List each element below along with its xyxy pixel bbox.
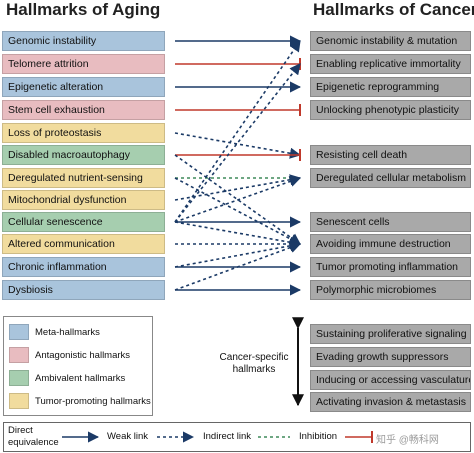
cancer-specific-box: Activating invasion & metastasis xyxy=(310,392,471,412)
legend-swatch xyxy=(9,324,29,340)
legend-label: Ambivalent hallmarks xyxy=(35,372,126,384)
legend-swatch xyxy=(9,370,29,386)
cancer-specific-box: Sustaining proliferative signaling xyxy=(310,324,471,344)
aging-hallmark-box: Mitochondrial dysfunction xyxy=(2,190,165,210)
link-weak xyxy=(174,40,301,223)
legend-label: Antagonistic hallmarks xyxy=(35,349,131,361)
legend-item: Tumor-promoting hallmarks xyxy=(9,392,151,410)
aging-hallmark-box: Deregulated nutrient-sensing xyxy=(2,168,165,188)
cancer-hallmark-box: Tumor promoting inflammation xyxy=(310,257,471,277)
watermark: 知乎 @畅科网 xyxy=(376,435,439,446)
cancer-hallmark-box: Enabling replicative immortality xyxy=(310,54,471,74)
aging-hallmark-box: Cellular senescence xyxy=(2,212,165,232)
aging-hallmark-box: Dysbiosis xyxy=(2,280,165,300)
cancer-hallmark-box: Deregulated cellular metabolism xyxy=(310,168,471,188)
legend-swatch xyxy=(9,393,29,409)
aging-hallmark-box: Loss of proteostasis xyxy=(2,123,165,143)
cancer-hallmark-box: Polymorphic microbiomes xyxy=(310,280,471,300)
legend-item: Antagonistic hallmarks xyxy=(9,346,130,364)
cancer-hallmark-box: Senescent cells xyxy=(310,212,471,232)
legend-label: Meta-hallmarks xyxy=(35,326,100,338)
legend-inhibition-label: Inhibition xyxy=(299,431,338,442)
aging-title: Hallmarks of Aging xyxy=(6,0,161,19)
aging-hallmark-box: Telomere attrition xyxy=(2,54,165,74)
link-weak xyxy=(174,132,302,159)
cancer-hallmark-box: Epigenetic reprogramming xyxy=(310,77,471,97)
legend-item: Meta-hallmarks xyxy=(9,323,100,341)
legend-direct-label-1: Direct xyxy=(8,425,33,436)
link-weak xyxy=(174,154,301,245)
cancer-title: Hallmarks of Cancer xyxy=(313,0,474,19)
cancer-hallmark-box: Resisting cell death xyxy=(310,145,471,165)
legend-label: Tumor-promoting hallmarks xyxy=(35,395,151,407)
cancer-specific-box: Inducing or accessing vasculature xyxy=(310,370,471,390)
cancer-hallmark-box: Avoiding immune destruction xyxy=(310,234,471,254)
link-weak xyxy=(174,174,302,201)
legend-swatch xyxy=(9,347,29,363)
aging-hallmark-box: Genomic instability xyxy=(2,31,165,51)
legend-item: Ambivalent hallmarks xyxy=(9,369,125,387)
aging-hallmark-box: Epigenetic alteration xyxy=(2,77,165,97)
link-weak xyxy=(174,177,301,245)
link-weak xyxy=(174,242,302,291)
link-weak xyxy=(174,176,302,223)
aging-hallmark-box: Stem cell exhaustion xyxy=(2,100,165,120)
cancer-hallmark-box: Genomic instability & mutation xyxy=(310,31,471,51)
link-weak xyxy=(174,221,302,248)
legend-direct-label-2: equivalence xyxy=(8,437,59,448)
cancer-specific-label: Cancer-specific hallmarks xyxy=(219,352,289,375)
cancer-hallmark-box: Unlocking phenotypic plasticity xyxy=(310,100,471,120)
category-legend: Meta-hallmarks Antagonistic hallmarks Ambi… xyxy=(3,316,153,416)
aging-hallmark-box: Disabled macroautophagy xyxy=(2,145,165,165)
legend-indirect-label: Indirect link xyxy=(203,431,252,442)
link-weak xyxy=(174,240,302,268)
cancer-specific-box: Evading growth suppressors xyxy=(310,347,471,367)
legend-weak-label: Weak link xyxy=(107,431,149,442)
aging-hallmark-box: Chronic inflammation xyxy=(2,257,165,277)
link-type-legend: Direct equivalence Weak link Indirect li… xyxy=(3,422,471,452)
aging-hallmark-box: Altered communication xyxy=(2,234,165,254)
